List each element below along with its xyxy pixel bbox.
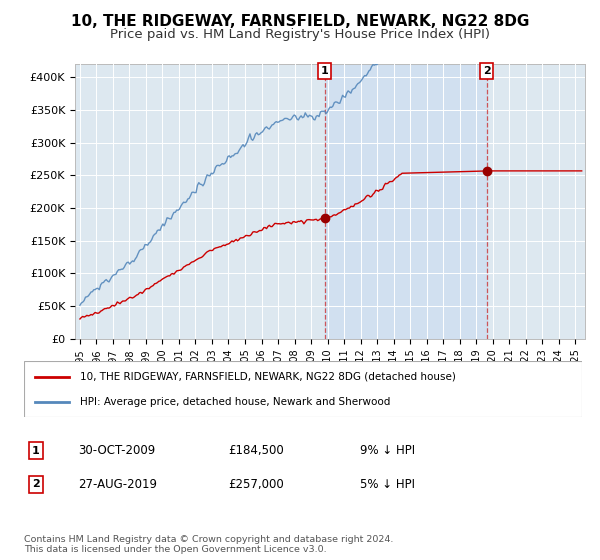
Text: £257,000: £257,000	[228, 478, 284, 491]
Text: 9% ↓ HPI: 9% ↓ HPI	[360, 444, 415, 458]
Text: £184,500: £184,500	[228, 444, 284, 458]
Text: 10, THE RIDGEWAY, FARNSFIELD, NEWARK, NG22 8DG: 10, THE RIDGEWAY, FARNSFIELD, NEWARK, NG…	[71, 14, 529, 29]
Text: 10, THE RIDGEWAY, FARNSFIELD, NEWARK, NG22 8DG (detached house): 10, THE RIDGEWAY, FARNSFIELD, NEWARK, NG…	[80, 372, 455, 382]
Text: Price paid vs. HM Land Registry's House Price Index (HPI): Price paid vs. HM Land Registry's House …	[110, 28, 490, 41]
Text: 1: 1	[321, 66, 329, 76]
FancyBboxPatch shape	[24, 361, 582, 417]
Text: Contains HM Land Registry data © Crown copyright and database right 2024.
This d: Contains HM Land Registry data © Crown c…	[24, 535, 394, 554]
Bar	[325, 64, 487, 339]
Text: 30-OCT-2009: 30-OCT-2009	[78, 444, 155, 458]
Text: 27-AUG-2019: 27-AUG-2019	[78, 478, 157, 491]
Text: HPI: Average price, detached house, Newark and Sherwood: HPI: Average price, detached house, Newa…	[80, 396, 390, 407]
Text: 2: 2	[32, 479, 40, 489]
Text: 2: 2	[483, 66, 491, 76]
Text: 5% ↓ HPI: 5% ↓ HPI	[360, 478, 415, 491]
Text: 1: 1	[32, 446, 40, 456]
